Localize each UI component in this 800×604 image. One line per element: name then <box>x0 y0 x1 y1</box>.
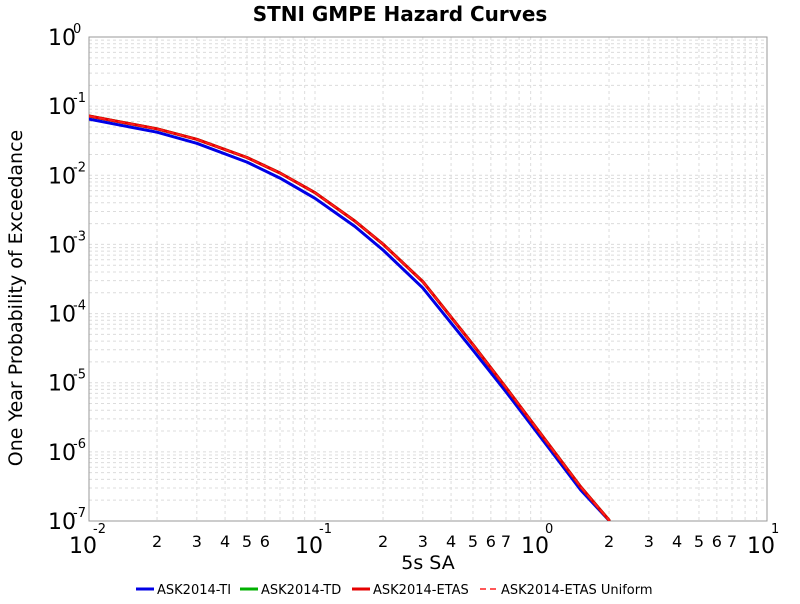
x-tick-exponent: -2 <box>93 522 106 537</box>
series-line <box>89 117 611 521</box>
x-minor-tick-label: 2 <box>604 532 614 551</box>
y-tick-label: 10 <box>48 441 76 466</box>
x-minor-tick-label: 3 <box>192 532 202 551</box>
series-lines <box>89 114 611 521</box>
y-tick-exponent: -4 <box>73 299 86 314</box>
x-tick-exponent: -1 <box>319 522 332 537</box>
x-minor-tick-label: 4 <box>446 532 456 551</box>
x-axis-label: 5s SA <box>401 552 454 574</box>
y-tick-label: 10 <box>48 510 76 535</box>
y-tick-label: 10 <box>48 164 76 189</box>
series-line <box>89 115 610 521</box>
x-tick-label: 10 <box>521 534 549 559</box>
x-tick-label: 10 <box>295 534 323 559</box>
y-tick-exponent: -7 <box>73 506 86 521</box>
legend-label: ASK2014-ETAS <box>373 583 469 598</box>
y-tick-exponent: -5 <box>73 368 86 383</box>
x-minor-tick-label: 7 <box>501 532 511 551</box>
x-minor-tick-label: 4 <box>672 532 682 551</box>
x-minor-tick-label: 6 <box>712 532 722 551</box>
x-tick-exponent: 1 <box>771 522 779 537</box>
y-tick-exponent: -6 <box>73 437 86 452</box>
y-tick-exponent: -3 <box>73 229 86 244</box>
y-tick-label: 10 <box>48 233 76 258</box>
legend-label: ASK2014-TI <box>157 583 231 598</box>
plot-area <box>88 36 768 522</box>
x-minor-tick-label: 6 <box>486 532 496 551</box>
y-tick-label: 10 <box>48 26 76 51</box>
grid-lines <box>88 36 768 522</box>
x-minor-tick-label: 6 <box>260 532 270 551</box>
x-tick-exponent: 0 <box>545 522 553 537</box>
x-minor-tick-label: 7 <box>727 532 737 551</box>
y-tick-exponent: 0 <box>73 22 81 37</box>
x-minor-tick-label: 3 <box>644 532 654 551</box>
chart-title: STNI GMPE Hazard Curves <box>253 2 548 26</box>
x-minor-tick-label: 3 <box>418 532 428 551</box>
legend: ASK2014-TI ASK2014-TD ASK2014-ETAS ASK2014-… <box>136 583 653 598</box>
x-minor-tick-label: 2 <box>152 532 162 551</box>
y-tick-label: 10 <box>48 372 76 397</box>
y-tick-label: 10 <box>48 95 76 120</box>
x-tick-label: 10 <box>69 534 97 559</box>
legend-label: ASK2014-TD <box>261 583 341 598</box>
x-minor-tick-label: 5 <box>242 532 252 551</box>
x-minor-tick-label: 4 <box>220 532 230 551</box>
y-tick-exponent: -2 <box>73 160 86 175</box>
x-tick-label: 10 <box>747 534 775 559</box>
x-minor-tick-label: 5 <box>694 532 704 551</box>
y-tick-label: 10 <box>48 303 76 328</box>
x-minor-tick-label: 5 <box>468 532 478 551</box>
x-minor-tick-label: 2 <box>378 532 388 551</box>
legend-label: ASK2014-ETAS Uniform <box>501 583 653 598</box>
y-tick-exponent: -1 <box>73 91 86 106</box>
y-axis-label: One Year Probability of Exceedance <box>5 130 27 466</box>
